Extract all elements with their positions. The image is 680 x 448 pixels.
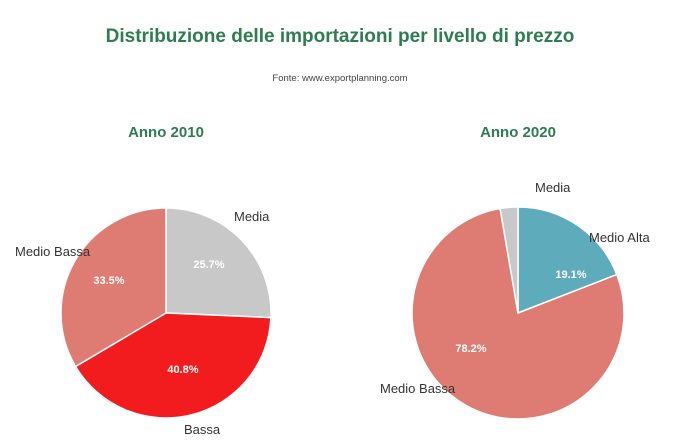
source-note: Fonte: www.exportplanning.com (272, 73, 408, 84)
value-label-2010-media: 25.7% (193, 259, 224, 271)
pie-2020-title: Anno 2020 (480, 124, 556, 141)
slice-2010-medio-bassa (60, 207, 167, 368)
category-label-2020-medio-bassa: Medio Bassa (380, 381, 456, 396)
slice-2020-media (499, 206, 519, 314)
pie-2010-title: Anno 2010 (128, 124, 204, 141)
chart-title: Distribuzione delle importazioni per liv… (105, 26, 575, 47)
pie-2020: Medio Alta 19.1% Medio Bassa 78.2% Media (380, 180, 650, 420)
value-label-2020-medio-bassa: 78.2% (455, 343, 486, 355)
slice-2020-medio-bassa (411, 207, 625, 420)
slice-2010-media (165, 207, 272, 319)
slice-2010-bassa (74, 312, 272, 419)
value-label-2010-medio-bassa: 33.5% (93, 275, 124, 287)
category-label-2020-medio-alta: Medio Alta (589, 230, 650, 245)
value-label-2010-bassa: 40.8% (167, 364, 198, 376)
slice-2020-medio-alta (517, 206, 618, 315)
category-label-2010-bassa: Bassa (184, 422, 221, 437)
category-label-2010-medio-bassa: Medio Bassa (15, 244, 91, 259)
value-label-2020-medio-alta: 19.1% (555, 269, 586, 281)
pie-2010: Media 25.7% Bassa 40.8% Medio Bassa 33.5% (15, 207, 272, 437)
category-label-2020-media: Media (535, 180, 571, 195)
category-label-2010-media: Media (234, 209, 270, 224)
